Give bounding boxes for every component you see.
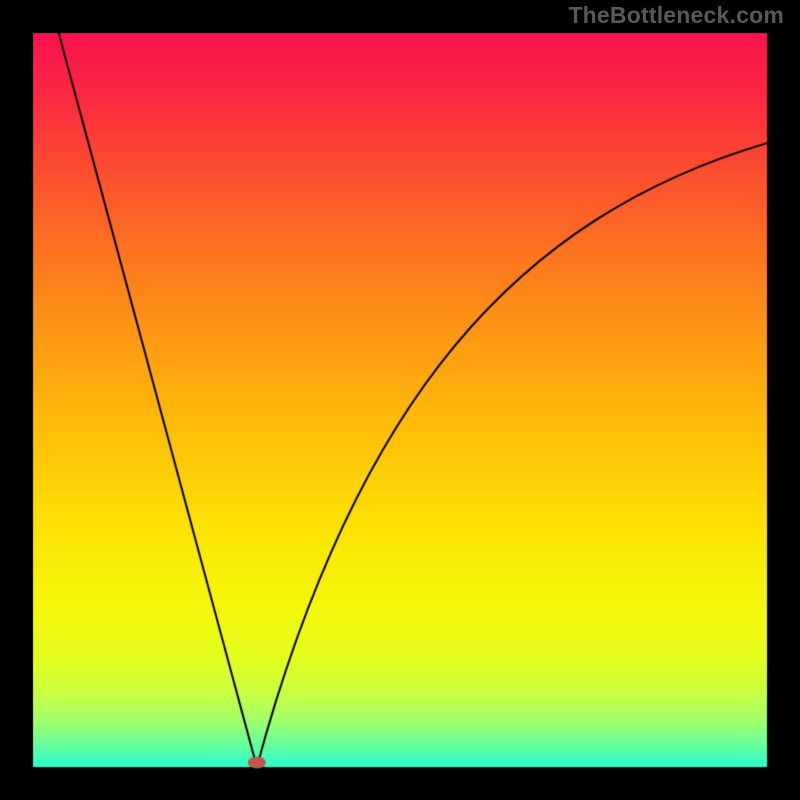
chart-container: TheBottleneck.com [0,0,800,800]
bottleneck-chart-canvas [0,0,800,800]
watermark-text: TheBottleneck.com [568,2,784,29]
